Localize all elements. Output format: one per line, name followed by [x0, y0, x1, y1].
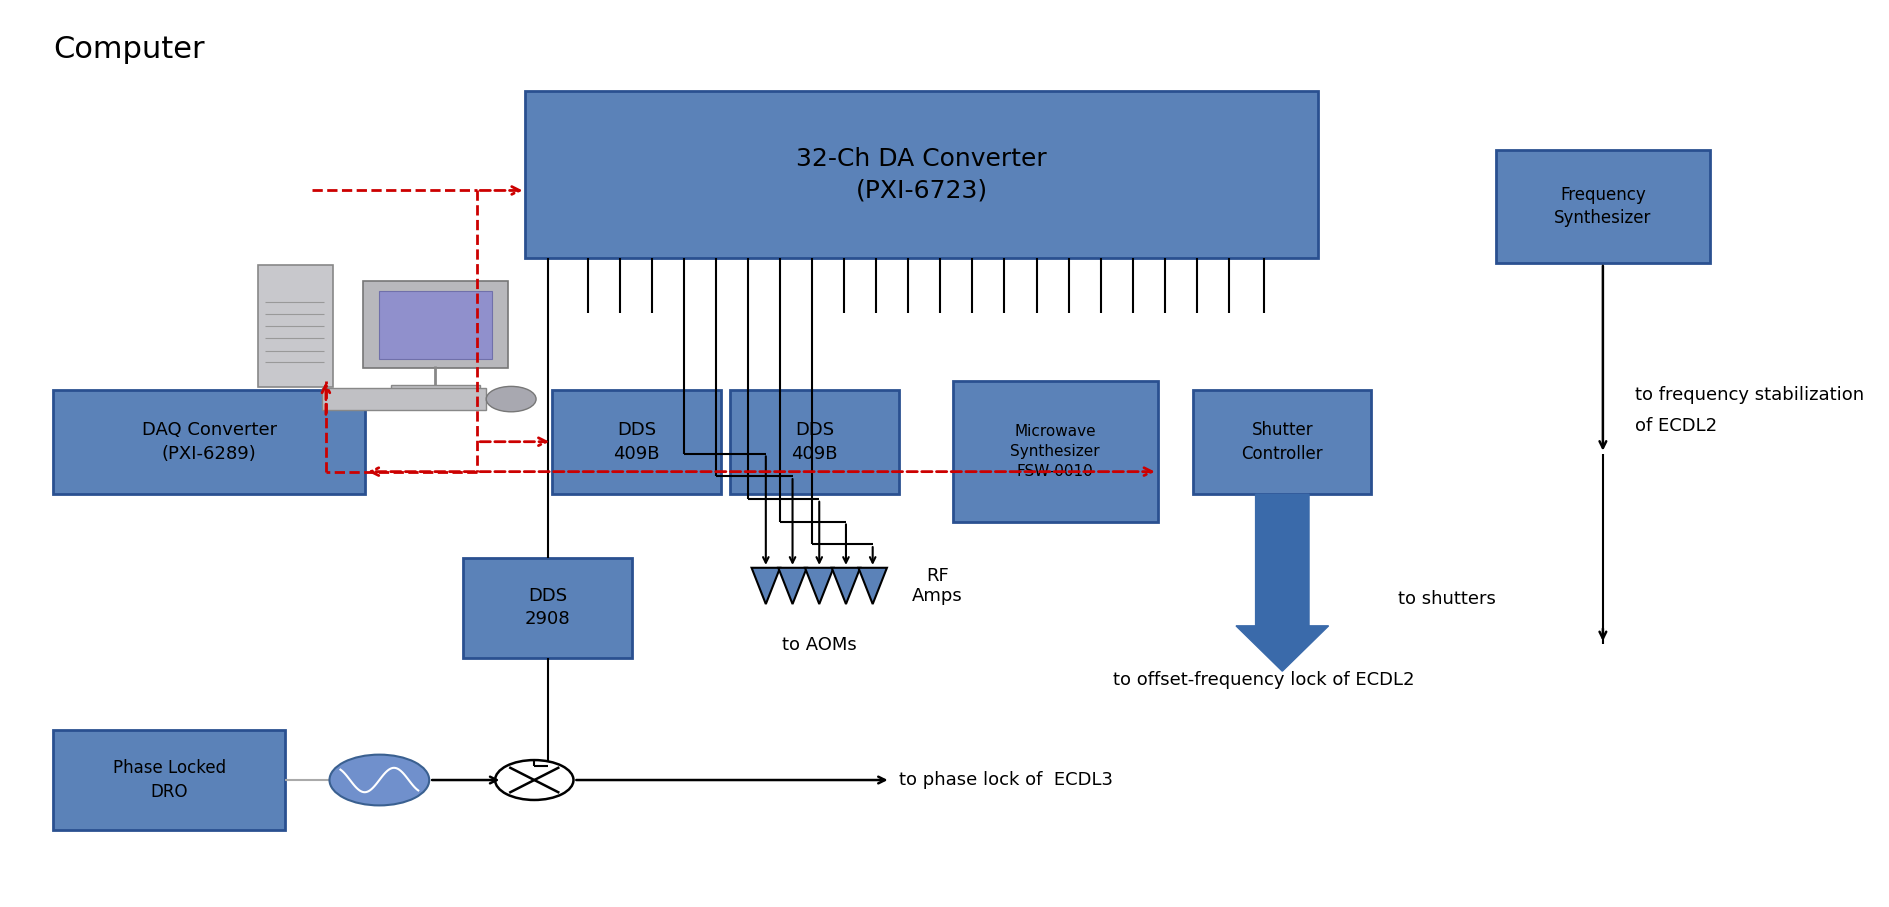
FancyBboxPatch shape: [363, 281, 508, 368]
FancyArrow shape: [1235, 494, 1328, 671]
Text: RF
Amps: RF Amps: [910, 567, 962, 605]
Text: Shutter
Controller: Shutter Controller: [1241, 422, 1322, 463]
Text: Computer: Computer: [53, 35, 204, 64]
Text: 32-Ch DA Converter
(PXI-6723): 32-Ch DA Converter (PXI-6723): [795, 147, 1047, 202]
FancyBboxPatch shape: [323, 388, 485, 410]
Polygon shape: [752, 568, 780, 604]
FancyBboxPatch shape: [380, 291, 491, 359]
FancyBboxPatch shape: [552, 390, 722, 494]
FancyBboxPatch shape: [53, 730, 285, 830]
FancyBboxPatch shape: [259, 265, 332, 386]
FancyBboxPatch shape: [391, 385, 480, 395]
Text: to shutters: to shutters: [1398, 590, 1496, 608]
Polygon shape: [858, 568, 886, 604]
Circle shape: [329, 755, 429, 805]
Text: of ECDL2: of ECDL2: [1634, 417, 1717, 435]
Text: to phase lock of  ECDL3: to phase lock of ECDL3: [899, 771, 1113, 789]
Circle shape: [485, 386, 536, 412]
Polygon shape: [831, 568, 859, 604]
Text: DDS
2908: DDS 2908: [525, 587, 570, 629]
Text: to offset-frequency lock of ECDL2: to offset-frequency lock of ECDL2: [1113, 671, 1413, 689]
Text: DAQ Converter
(PXI-6289): DAQ Converter (PXI-6289): [142, 422, 276, 463]
Polygon shape: [805, 568, 833, 604]
Text: DDS
409B: DDS 409B: [791, 422, 837, 463]
Circle shape: [495, 760, 572, 800]
Text: Phase Locked
DRO: Phase Locked DRO: [113, 759, 225, 801]
Text: to AOMs: to AOMs: [782, 636, 856, 654]
Text: to frequency stabilization: to frequency stabilization: [1634, 385, 1863, 404]
FancyBboxPatch shape: [525, 91, 1317, 258]
Text: DDS
409B: DDS 409B: [614, 422, 659, 463]
FancyBboxPatch shape: [1496, 150, 1710, 263]
Text: Microwave
Synthesizer
FSW-0010: Microwave Synthesizer FSW-0010: [1011, 424, 1099, 479]
FancyBboxPatch shape: [53, 390, 365, 494]
FancyBboxPatch shape: [1192, 390, 1371, 494]
FancyBboxPatch shape: [729, 390, 899, 494]
Polygon shape: [778, 568, 807, 604]
FancyBboxPatch shape: [952, 381, 1158, 522]
Text: Frequency
Synthesizer: Frequency Synthesizer: [1553, 186, 1651, 227]
FancyBboxPatch shape: [463, 558, 633, 658]
